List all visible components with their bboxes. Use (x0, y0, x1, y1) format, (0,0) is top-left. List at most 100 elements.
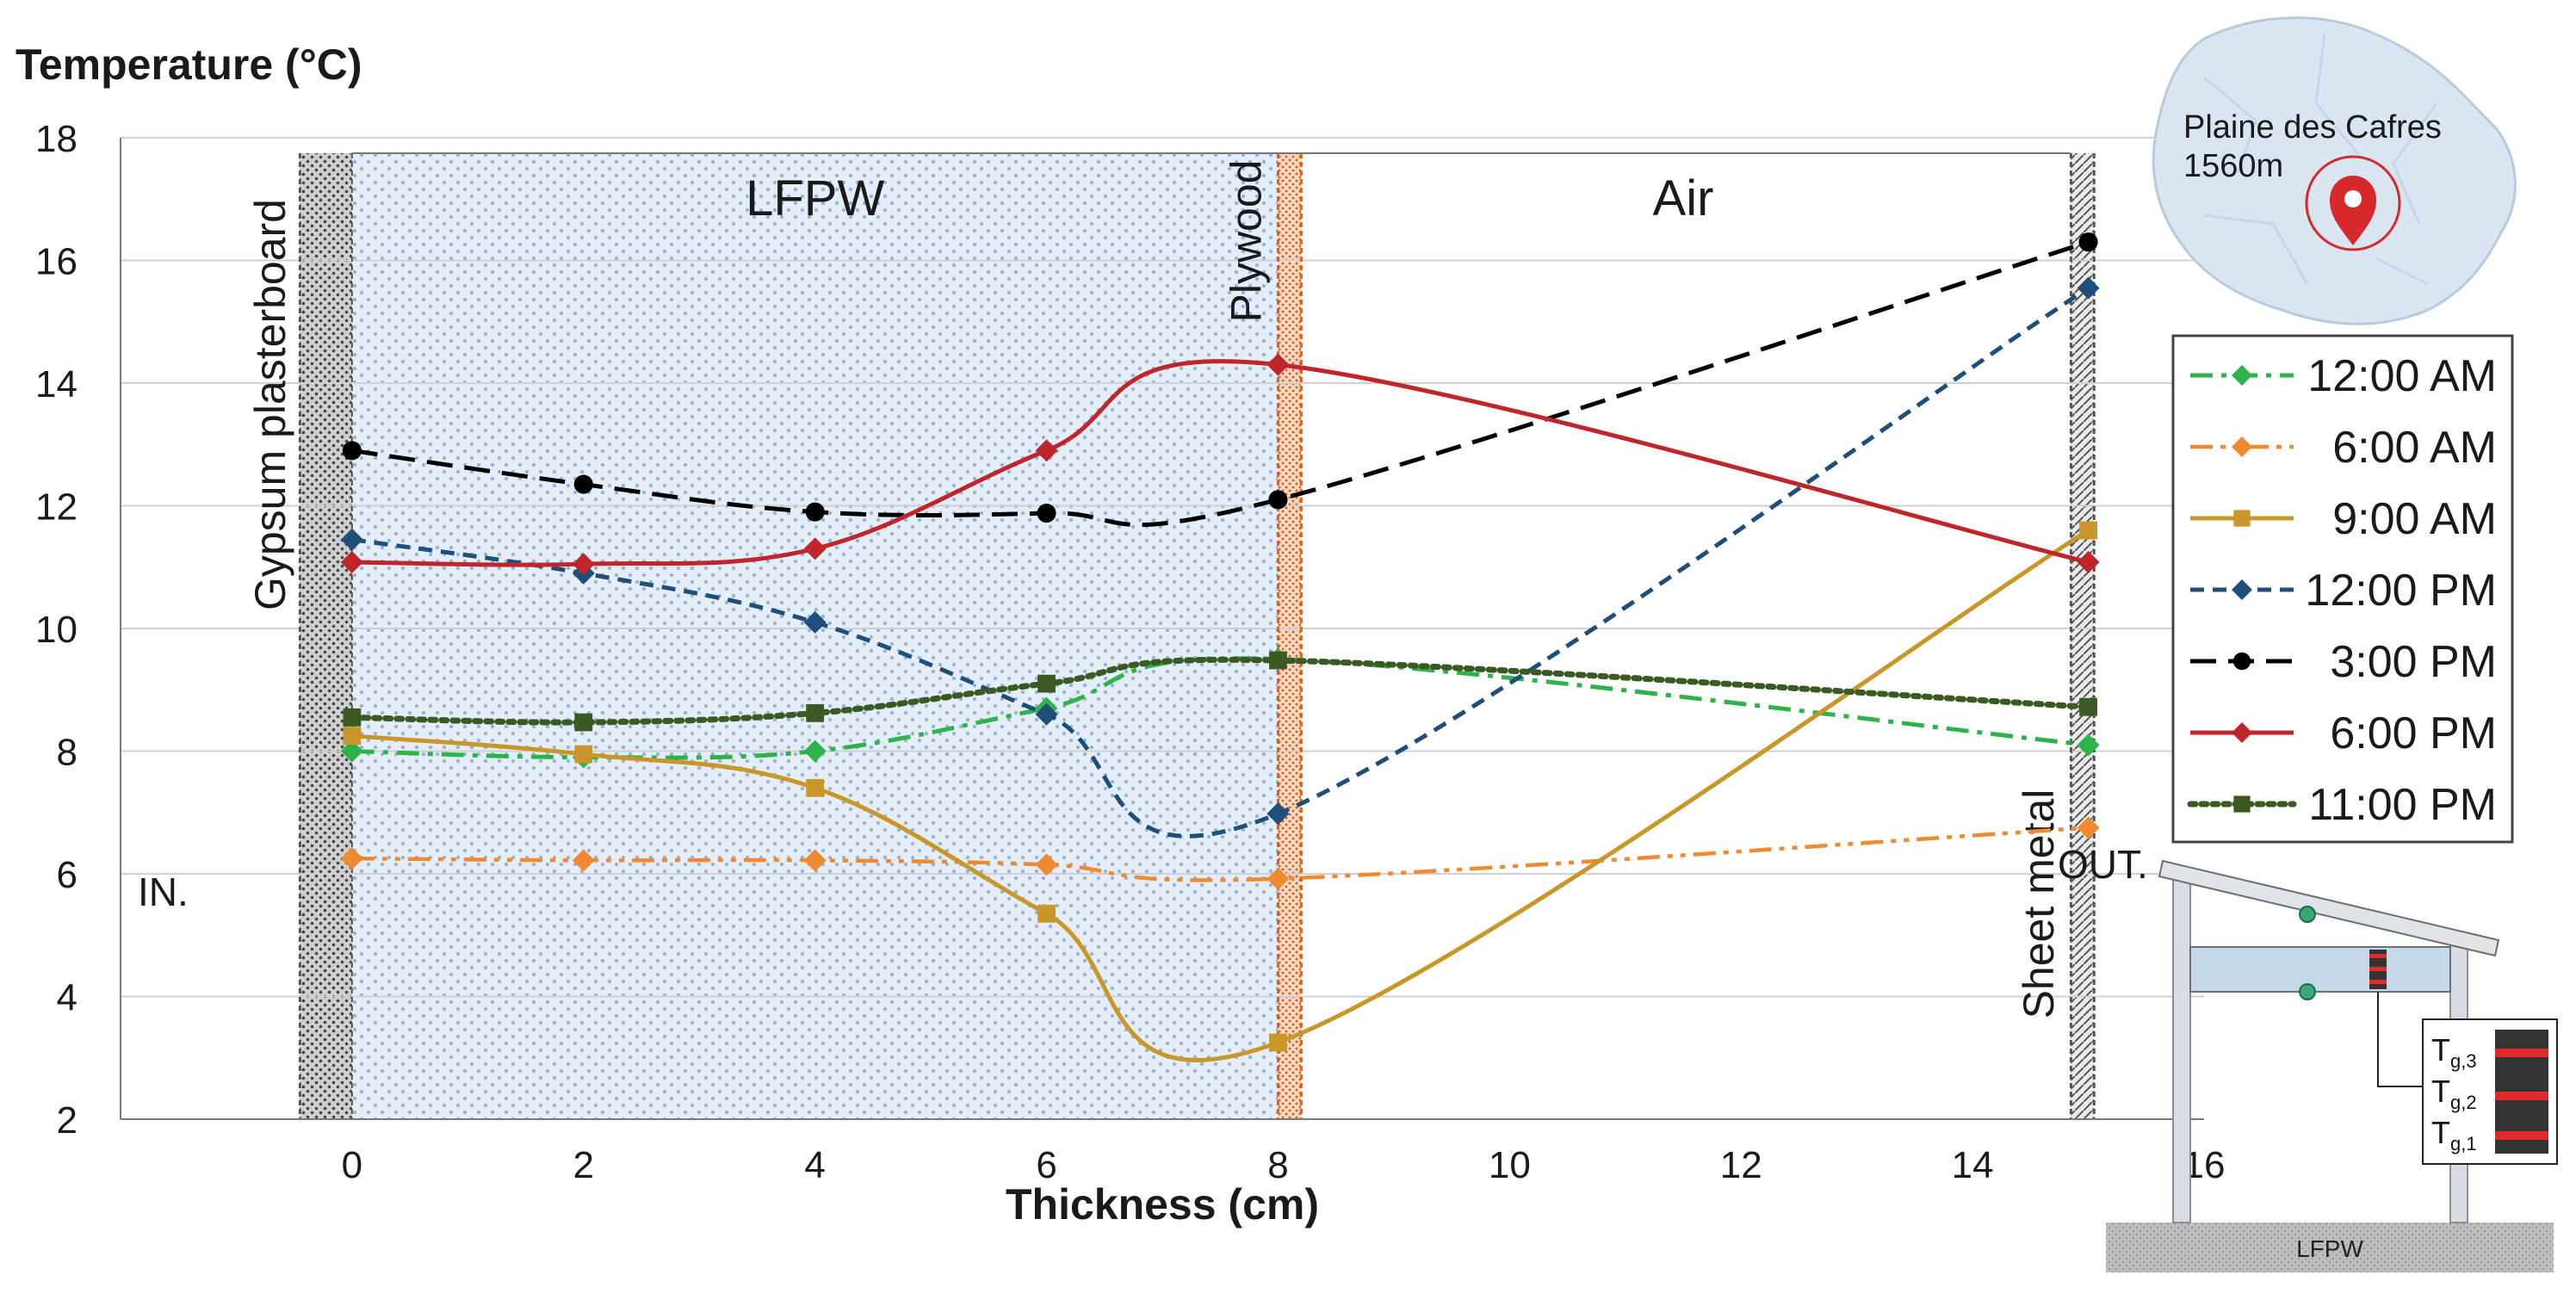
outside-label: OUT. (2058, 842, 2148, 887)
legend-label: 12:00 PM (2305, 566, 2497, 616)
data-point-0 (342, 441, 362, 461)
sensor-top (2299, 906, 2316, 923)
left-post (2172, 869, 2191, 1223)
legend-swatch-marker (2232, 579, 2252, 600)
legend-entry-5: 6:00 PM (2190, 709, 2497, 758)
layer-labels: Gypsum plasterboard LFPW Plywood Air She… (138, 160, 2148, 1019)
legend-label: 6:00 PM (2330, 709, 2497, 758)
legend-entry-0: 12:00 AM (2190, 351, 2497, 401)
inset-building-diagram: LFPW Tg,3 Tg,2 Tg,1 (2106, 859, 2558, 1272)
data-point-0 (340, 847, 363, 870)
legend-label: 12:00 AM (2307, 351, 2497, 401)
probe-band-1 (2369, 954, 2387, 958)
y-tick-label-4: 4 (57, 977, 77, 1019)
series-9-00-am (343, 521, 2097, 1062)
data-point-2 (805, 502, 825, 522)
layer-label-lfpw: LFPW (746, 170, 884, 226)
x-tick-label-12: 12 (1720, 1144, 1762, 1186)
data-point-4 (1268, 490, 1288, 510)
y-tick-label-10: 10 (35, 609, 77, 651)
layer-band-0 (300, 153, 352, 1119)
data-point-3 (1035, 703, 1058, 726)
probe-band-3 (2369, 980, 2387, 984)
data-point-3 (1035, 853, 1058, 876)
layer-label-gypsum: Gypsum plasterboard (246, 199, 294, 610)
data-point-0 (340, 528, 363, 551)
legend-entry-4: 3:00 PM (2190, 637, 2497, 687)
data-point-5 (2077, 816, 2100, 839)
data-point-4 (1266, 353, 1290, 376)
ground-label: LFPW (2296, 1235, 2363, 1262)
data-point-1 (572, 553, 595, 576)
data-point-4 (1266, 802, 1290, 826)
legend-swatch-marker (2233, 510, 2251, 527)
sensor-label-g2: Tg,2 (2431, 1074, 2477, 1113)
data-point-5 (2079, 521, 2097, 540)
layer-label-plywood: Plywood (1222, 160, 1270, 323)
x-tick-label-8: 8 (1267, 1144, 1288, 1186)
legend-entry-6: 11:00 PM (2187, 780, 2497, 830)
y-tick-label-6: 6 (57, 854, 77, 896)
layer-boundaries (298, 152, 2096, 1119)
legend-entry-2: 9:00 AM (2190, 494, 2497, 544)
data-point-5 (2078, 232, 2098, 252)
x-tick-label-6: 6 (1036, 1144, 1056, 1186)
legend-entry-3: 12:00 PM (2190, 566, 2497, 616)
probe-band-2 (2369, 967, 2387, 971)
data-series (340, 232, 2100, 1062)
layer-band-2 (1278, 153, 1302, 1119)
series-11-00-pm (343, 651, 2097, 732)
terrain-lines (2203, 34, 2438, 286)
map-altitude-label: 1560m (2183, 148, 2283, 184)
legend-swatch-marker (2232, 365, 2252, 386)
series-6-00-pm (340, 353, 2100, 576)
data-point-5 (2077, 551, 2100, 574)
roof-sheet (2158, 859, 2500, 957)
series-3-00-pm (342, 232, 2098, 528)
data-point-2 (803, 849, 827, 872)
data-point-2 (806, 703, 825, 722)
x-tick-label-4: 4 (804, 1144, 825, 1186)
map-place-label: Plaine des Cafres (2183, 109, 2442, 145)
legend-label: 3:00 PM (2330, 637, 2497, 687)
material-layers (300, 153, 2095, 1119)
layer-band-4 (2071, 153, 2095, 1119)
legend-swatch-marker (2233, 795, 2251, 813)
data-point-0 (343, 708, 362, 727)
data-point-5 (2077, 276, 2100, 300)
data-point-3 (1037, 504, 1056, 523)
y-tick-label-14: 14 (35, 363, 77, 405)
data-point-5 (2079, 697, 2097, 716)
data-point-5 (2077, 733, 2100, 757)
y-axis-title: Temperature (°C) (15, 40, 362, 89)
callout-band-2 (2495, 1092, 2548, 1100)
lfpw-panel (2189, 946, 2451, 993)
legend-label: 11:00 PM (2308, 780, 2497, 830)
legend-entry-1: 6:00 AM (2190, 423, 2497, 473)
legend-label: 6:00 AM (2332, 423, 2497, 473)
data-point-3 (1037, 674, 1056, 693)
inset-map: Plaine des Cafres 1560m (2152, 16, 2517, 325)
data-point-2 (806, 778, 825, 797)
sensor-label-g1: Tg,1 (2431, 1115, 2477, 1154)
y-tick-label-18: 18 (35, 118, 77, 160)
x-tick-label-10: 10 (1489, 1144, 1531, 1186)
sensor-bottom (2299, 983, 2316, 1000)
series-6-00-am (340, 816, 2100, 890)
x-tick-label-2: 2 (573, 1144, 594, 1186)
data-point-0 (340, 740, 363, 763)
legend: 12:00 AM 6:00 AM 9:00 AM 12:00 PM 3:00 PM 6:0… (2171, 334, 2514, 844)
data-point-4 (1266, 867, 1290, 890)
data-point-2 (803, 610, 827, 634)
data-point-1 (572, 849, 595, 872)
callout-band-1 (2495, 1131, 2548, 1140)
location-pin-icon (2330, 176, 2376, 245)
data-point-4 (1269, 651, 1287, 670)
data-point-1 (573, 474, 593, 494)
legend-swatch-marker (2232, 436, 2252, 457)
sensor-label-g3: Tg,3 (2431, 1032, 2477, 1072)
layer-band-1 (351, 153, 1279, 1119)
callout-line (2377, 992, 2423, 1087)
